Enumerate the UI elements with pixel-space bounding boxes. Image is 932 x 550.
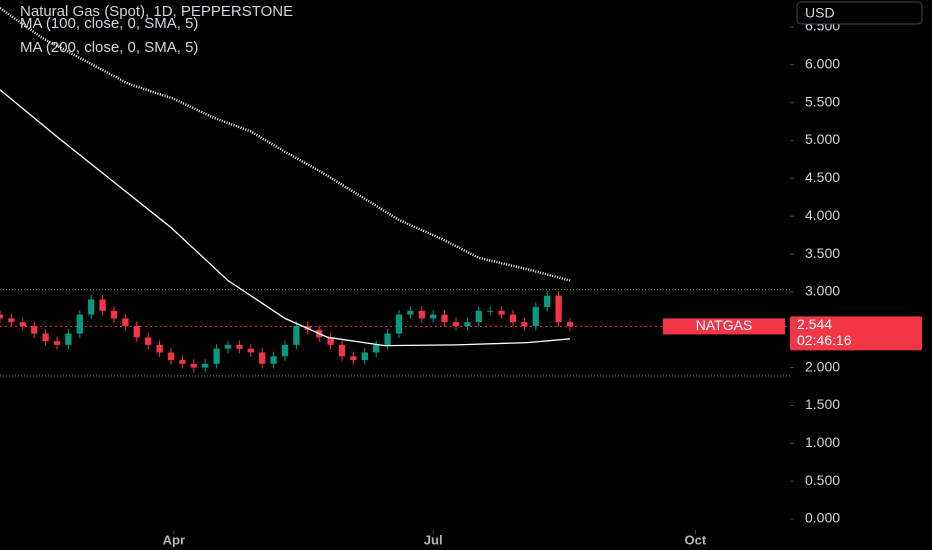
candle-body xyxy=(110,310,118,319)
y-tick-label: 1.000 xyxy=(805,434,840,450)
candle-body xyxy=(167,352,175,361)
symbol-label: NATGAS xyxy=(696,317,753,333)
candle-body xyxy=(430,314,437,319)
candle-body xyxy=(76,314,83,334)
candle-body xyxy=(452,322,460,326)
candle-body xyxy=(464,322,471,326)
price-tag xyxy=(790,316,922,351)
candle-body xyxy=(202,363,209,368)
currency-label[interactable]: USD xyxy=(805,5,835,21)
candle-body xyxy=(361,352,368,361)
candle-body xyxy=(566,322,574,327)
candle-body xyxy=(509,314,517,323)
candle-body xyxy=(31,325,38,334)
candle-body xyxy=(281,344,289,357)
candle-body xyxy=(441,314,448,323)
candle-body xyxy=(521,322,528,326)
candle-body xyxy=(270,356,277,364)
y-tick-label: 5.500 xyxy=(805,93,840,109)
y-tick-label: 5.000 xyxy=(805,131,840,147)
candle-body xyxy=(544,295,551,308)
candle-body xyxy=(475,310,482,323)
candle-body xyxy=(259,352,266,364)
moving-average-line xyxy=(0,89,571,347)
legend-entry: MA (100, close, 0, SMA, 5) xyxy=(20,15,198,32)
y-tick-label: 2.000 xyxy=(805,358,840,374)
candle-body xyxy=(42,333,49,342)
candle-body xyxy=(145,337,152,345)
candle-body xyxy=(338,344,346,357)
y-tick-label: 3.000 xyxy=(805,283,840,299)
y-tick-label: 6.000 xyxy=(805,56,840,72)
legend-title: Natural Gas (Spot), 1D, PEPPERSTONE xyxy=(20,3,293,20)
candle-body xyxy=(224,344,232,349)
candle-body xyxy=(99,299,106,311)
candle-body xyxy=(487,310,494,312)
candle-body xyxy=(122,318,129,326)
candle-body xyxy=(247,348,254,353)
candle-body xyxy=(179,360,186,364)
candle-body xyxy=(418,310,425,319)
candle-body xyxy=(8,318,15,323)
candle-body xyxy=(373,344,380,353)
plot-area xyxy=(0,7,790,377)
price-label: 2.544 xyxy=(797,316,832,332)
candle-body xyxy=(133,325,140,338)
y-tick-label: 3.500 xyxy=(805,245,840,261)
candle-body xyxy=(65,333,72,345)
candle-body xyxy=(555,295,562,323)
candle-body xyxy=(498,310,505,315)
candle-body xyxy=(395,314,403,334)
candle-body xyxy=(88,299,95,315)
x-tick-label: Oct xyxy=(685,532,707,547)
x-tick-label: Jul xyxy=(424,532,443,547)
candle-body xyxy=(213,348,220,364)
symbol-tag xyxy=(663,318,785,335)
candle-body xyxy=(156,344,163,353)
y-tick-label: 4.000 xyxy=(805,207,840,223)
candle-body xyxy=(327,337,334,345)
candle-body xyxy=(350,356,357,361)
candle-body xyxy=(19,322,26,326)
legend-entry: MA (200, close, 0, SMA, 5) xyxy=(20,39,198,56)
candle-body xyxy=(532,307,539,326)
candle-body xyxy=(407,310,414,315)
currency-button[interactable] xyxy=(796,1,923,25)
moving-average-line xyxy=(0,7,571,282)
y-tick-label: 1.500 xyxy=(805,396,840,412)
y-tick-label: 0.000 xyxy=(805,510,840,526)
candle-body xyxy=(190,363,197,368)
y-tick-label: 4.500 xyxy=(805,169,840,185)
candle-body xyxy=(53,341,61,345)
candle-body xyxy=(0,314,4,319)
candle-body xyxy=(384,333,391,345)
candle-body xyxy=(293,325,300,345)
x-tick-label: Apr xyxy=(163,532,185,547)
candle-body xyxy=(236,344,243,349)
countdown-label: 02:46:16 xyxy=(797,332,852,348)
y-tick-label: 0.500 xyxy=(805,472,840,488)
